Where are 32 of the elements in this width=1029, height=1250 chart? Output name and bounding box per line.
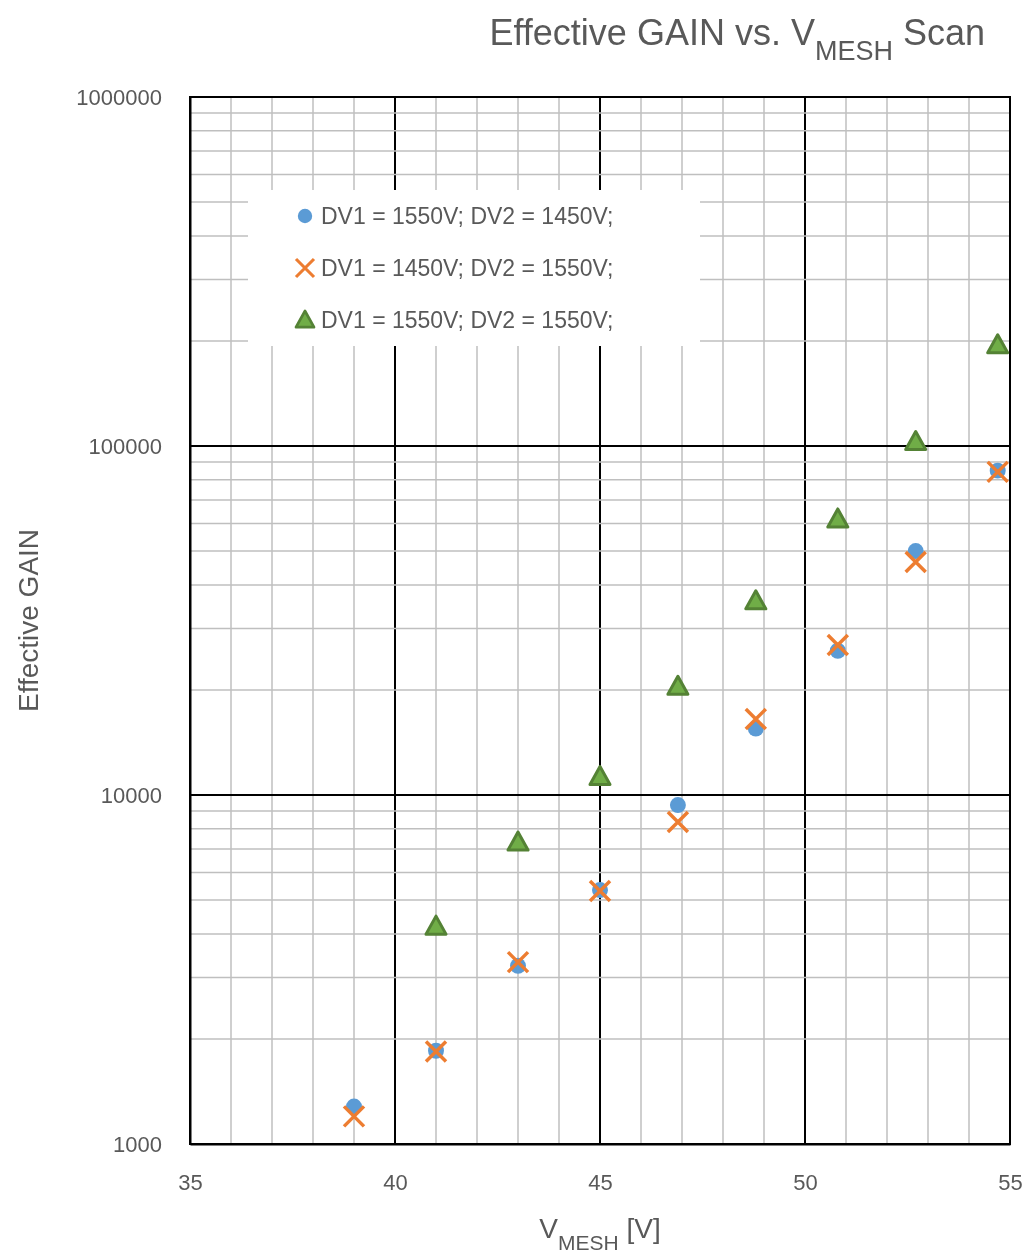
point [903, 550, 928, 574]
y-tick-label: 1000 [113, 1131, 162, 1157]
y-tick-label: 1000000 [76, 84, 162, 110]
point [424, 1039, 448, 1064]
point [826, 507, 850, 529]
point [424, 914, 448, 936]
point [826, 633, 850, 657]
y-axis-title: Effective GAIN [13, 528, 44, 713]
x-tick-label: 55 [998, 1169, 1023, 1195]
point [744, 707, 768, 731]
x-axis-title: V$_{MESH}$ [V] [539, 1213, 661, 1250]
point [904, 430, 928, 452]
x-tick-label: 50 [793, 1169, 818, 1195]
point [666, 810, 690, 834]
point [986, 333, 1010, 355]
legend-label: DV1 = 1550V; DV2 = 1450V; [321, 203, 614, 229]
point [985, 460, 1010, 484]
point [588, 764, 612, 786]
chart-title: Effective GAIN vs. V$_{MESH}$ Scan [489, 12, 985, 66]
point [342, 1104, 366, 1129]
point [669, 797, 686, 813]
point [506, 950, 530, 974]
y-tick-label: 100000 [88, 433, 162, 459]
y-tick-label: 10000 [100, 782, 162, 808]
legend-label: DV1 = 1450V; DV2 = 1550V; [321, 255, 614, 281]
point [744, 589, 768, 611]
x-tick-label: 40 [383, 1169, 408, 1195]
point [506, 830, 530, 852]
x-tick-label: 35 [178, 1169, 203, 1195]
legend-label: DV1 = 1550V; DV2 = 1550V; [321, 307, 614, 333]
x-tick-label: 45 [588, 1169, 613, 1195]
point [666, 674, 690, 696]
